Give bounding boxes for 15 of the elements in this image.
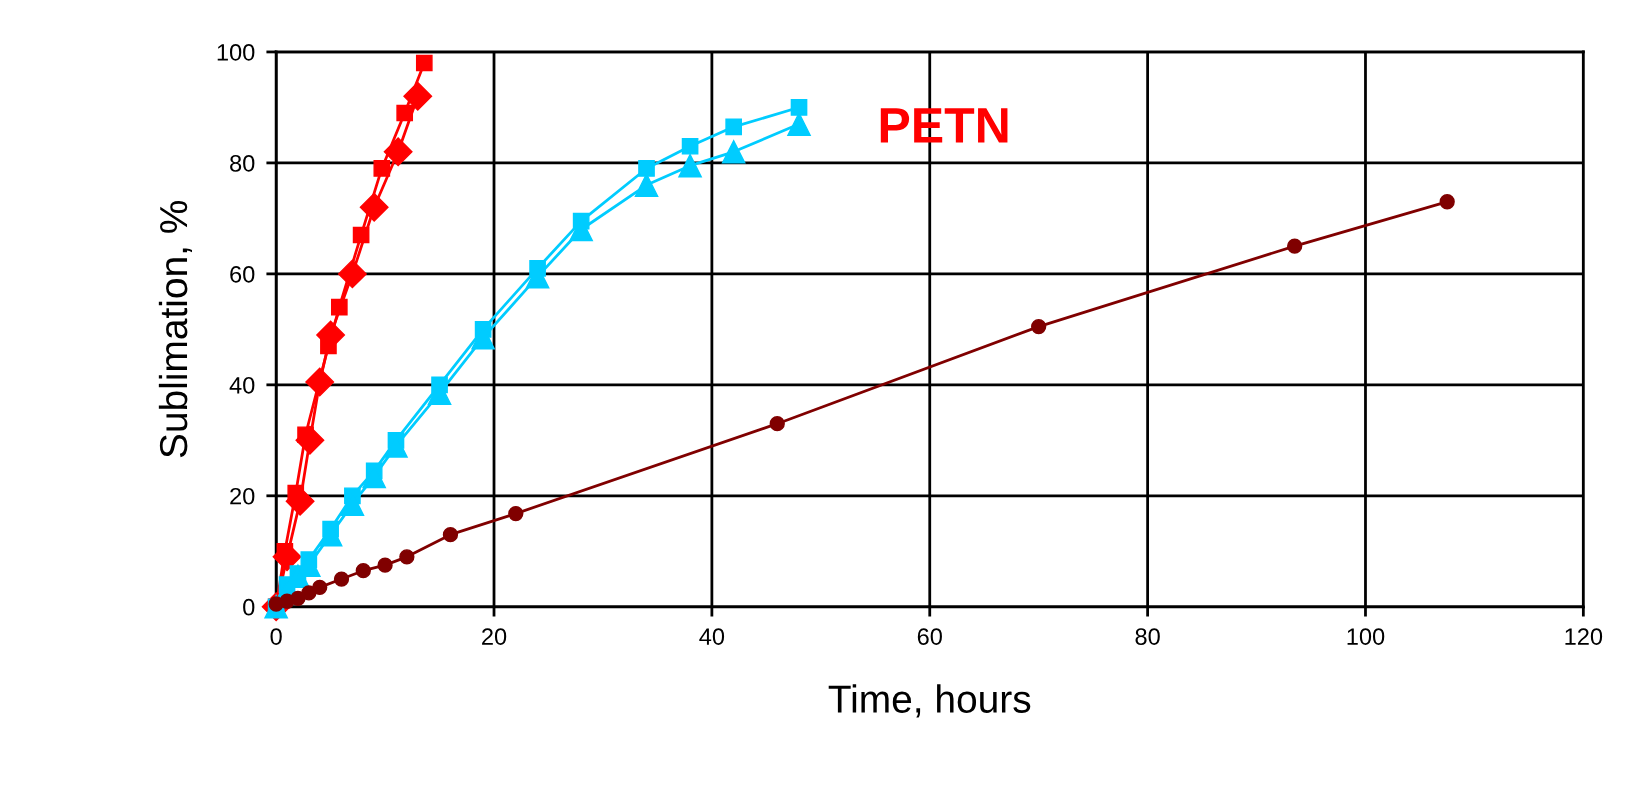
y-tick-label: 40 bbox=[229, 376, 255, 394]
y-tick-label: 20 bbox=[230, 487, 255, 505]
x-axis-title: Time, hours bbox=[828, 684, 1031, 718]
y-tick-label: 80 bbox=[230, 154, 255, 172]
x-tick-label: 120 bbox=[1565, 628, 1603, 645]
x-tick-label: 80 bbox=[1135, 628, 1160, 645]
y-tick-label: 100 bbox=[217, 44, 255, 61]
y-axis-title: Sublimation, % bbox=[158, 201, 192, 458]
x-tick-label: 0 bbox=[270, 628, 282, 645]
x-tick-label: 40 bbox=[699, 628, 725, 645]
y-tick-label: 0 bbox=[243, 598, 255, 616]
y-tick-label: 60 bbox=[230, 265, 255, 283]
x-tick-label: 100 bbox=[1347, 628, 1385, 645]
x-tick-label: 20 bbox=[482, 628, 507, 645]
x-tick-label: 60 bbox=[917, 628, 942, 645]
